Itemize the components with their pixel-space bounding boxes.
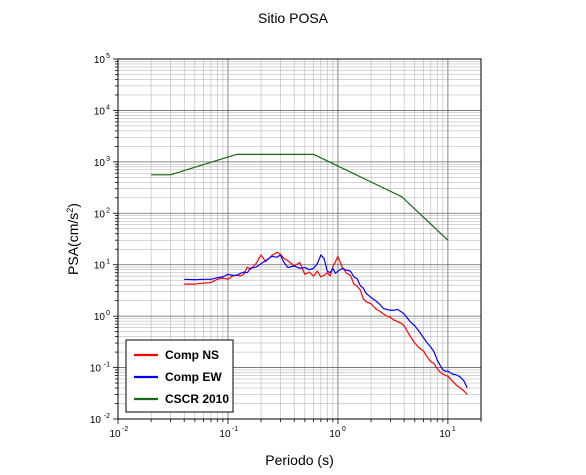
x-tick-label: 10 -1 <box>219 426 238 440</box>
y-tick-label: -110 <box>90 362 110 375</box>
y-tick-label: 410 <box>94 104 110 117</box>
y-tick-label: -210 <box>90 413 110 426</box>
y-tick-label-base: 10 <box>94 209 106 220</box>
y-tick-label-base: 10 <box>94 312 106 323</box>
y-tick-label-base: 10 <box>90 415 102 426</box>
grid <box>117 58 482 420</box>
y-tick-label-base: 10 <box>90 364 102 375</box>
y-axis-label-superscript: 2 <box>65 208 75 213</box>
legend-item-comp-ns: Comp NS <box>134 348 219 362</box>
y-tick-label-base: 10 <box>94 106 106 117</box>
x-tick-label-base: 10 <box>329 429 341 440</box>
x-tick-label-exponent: 1 <box>452 426 456 433</box>
x-tick-label-exponent: 0 <box>342 426 346 433</box>
x-tick-label-exponent: -2 <box>122 426 128 433</box>
legend-item-comp-ew: Comp EW <box>134 370 222 384</box>
y-axis-label-end: ) <box>65 203 81 208</box>
series-line-comp-ew <box>184 254 468 389</box>
x-tick-label-base: 10 <box>109 429 121 440</box>
x-tick-label: 10 0 <box>329 426 346 440</box>
x-tick-label-base: 10 <box>439 429 451 440</box>
x-tick-label: 10 -2 <box>109 426 128 440</box>
y-tick-label: 310 <box>94 156 110 169</box>
y-tick-label: 510 <box>94 53 110 66</box>
y-tick-label-exponent: 5 <box>106 53 110 60</box>
legend-label: Comp NS <box>165 348 219 362</box>
legend-label: Comp EW <box>165 370 222 384</box>
y-tick-label-base: 10 <box>94 158 106 169</box>
plot-frame <box>117 58 482 420</box>
legend-label: CSCR 2010 <box>165 392 229 406</box>
y-tick-label-exponent: -1 <box>104 362 110 369</box>
y-tick-label-exponent: 2 <box>106 207 110 214</box>
legend: Comp NS Comp EW CSCR 2010 <box>125 339 234 413</box>
x-tick-label-exponent: -1 <box>232 426 238 433</box>
y-tick-label-exponent: 4 <box>106 104 110 111</box>
x-axis-label: Periodo (s) <box>265 452 333 468</box>
y-tick-label-exponent: 0 <box>106 310 110 317</box>
y-tick-label: 110 <box>94 259 110 272</box>
y-tick-label: 010 <box>94 310 110 323</box>
x-tick-label-base: 10 <box>219 429 231 440</box>
series-line-comp-ns <box>184 251 468 395</box>
x-tick-label: 10 1 <box>439 426 456 440</box>
y-axis-label-main: PSA(cm/s <box>65 213 81 275</box>
y-tick-label-exponent: 3 <box>106 156 110 163</box>
series-line-cscr-2010 <box>151 153 449 241</box>
y-tick-label-exponent: 1 <box>106 259 110 266</box>
y-tick-label-base: 10 <box>94 261 106 272</box>
y-tick-label-base: 10 <box>94 55 106 66</box>
legend-item-cscr-2010: CSCR 2010 <box>134 392 229 406</box>
y-tick-label: 210 <box>94 207 110 220</box>
series-lines <box>151 153 468 395</box>
y-axis-label: PSA(cm/s2) <box>65 203 81 275</box>
y-tick-label-exponent: -2 <box>104 413 110 420</box>
chart-title: Sitio POSA <box>258 10 329 26</box>
